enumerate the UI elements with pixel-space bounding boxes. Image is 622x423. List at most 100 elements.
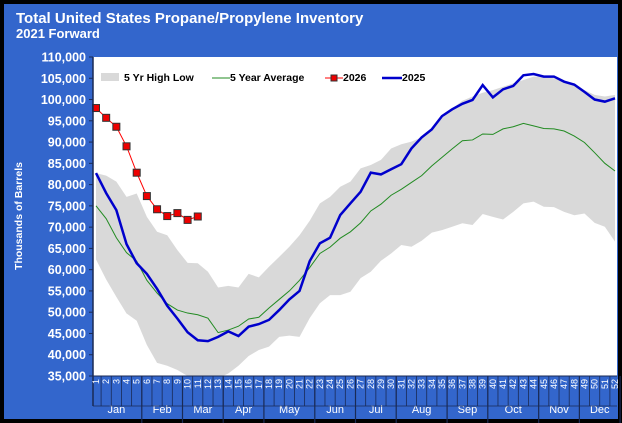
point-2026-wk7 — [153, 205, 162, 214]
week-label: 14 — [223, 379, 233, 389]
week-label: 26 — [345, 379, 355, 389]
week-label: 15 — [233, 379, 243, 389]
y-tick-label: 70,000 — [48, 221, 86, 235]
legend-label-2026: 2026 — [343, 72, 367, 84]
week-label: 42 — [508, 379, 518, 389]
point-2026-wk11 — [193, 212, 202, 221]
week-label: 19 — [274, 379, 284, 389]
point-2026-wk3 — [112, 122, 121, 131]
week-label: 31 — [396, 379, 406, 389]
point-2026-wk10 — [183, 215, 192, 224]
y-tick-label: 95,000 — [48, 114, 86, 128]
y-tick-label: 55,000 — [48, 284, 86, 298]
week-label: 8 — [162, 379, 172, 384]
week-label: 5 — [132, 379, 142, 384]
month-label-feb: Feb — [153, 404, 172, 416]
week-label: 45 — [539, 379, 549, 389]
week-label: 47 — [559, 379, 569, 389]
month-label-aug: Aug — [412, 404, 432, 416]
legend-label-average: 5 Year Average — [230, 72, 304, 84]
month-label-nov: Nov — [549, 404, 569, 416]
week-label: 33 — [417, 379, 427, 389]
month-label-oct: Oct — [505, 404, 522, 416]
week-label: 1 — [91, 379, 101, 384]
week-label: 38 — [468, 379, 478, 389]
week-label: 32 — [406, 379, 416, 389]
week-label: 49 — [579, 379, 589, 389]
legend-label-band: 5 Yr High Low — [124, 72, 195, 84]
month-label-jun: Jun — [326, 404, 344, 416]
point-2026-wk9 — [173, 209, 182, 218]
point-2026-wk6 — [142, 192, 151, 201]
week-label: 51 — [600, 379, 610, 389]
week-label: 39 — [478, 379, 488, 389]
week-label: 7 — [152, 379, 162, 384]
month-label-may: May — [279, 404, 300, 416]
week-label: 36 — [447, 379, 457, 389]
series-line-5-year-average — [95, 122, 616, 334]
week-label: 18 — [264, 379, 274, 389]
y-tick-label: 85,000 — [48, 157, 86, 171]
week-label: 27 — [356, 379, 366, 389]
legend-label-2025: 2025 — [402, 72, 426, 84]
legend-marker-2026 — [330, 74, 338, 82]
chart-title: Total United States Propane/Propylene In… — [16, 10, 364, 27]
y-tick-label: 105,000 — [41, 72, 86, 86]
week-label: 23 — [315, 379, 325, 389]
month-label-mar: Mar — [193, 404, 212, 416]
month-label-sep: Sep — [458, 404, 478, 416]
y-tick-label: 50,000 — [48, 306, 86, 320]
week-label: 13 — [213, 379, 223, 389]
week-label: 30 — [386, 379, 396, 389]
y-tick-label: 60,000 — [48, 263, 86, 277]
point-2026-wk4 — [122, 142, 131, 151]
week-label: 9 — [172, 379, 182, 384]
y-tick-label: 90,000 — [48, 136, 86, 150]
week-label: 20 — [284, 379, 294, 389]
week-label: 29 — [376, 379, 386, 389]
point-2026-wk8 — [163, 212, 172, 221]
y-tick-label: 100,000 — [41, 93, 86, 107]
week-label: 11 — [193, 379, 203, 388]
week-label: 21 — [295, 379, 305, 389]
week-label: 41 — [498, 379, 508, 389]
week-label: 3 — [111, 379, 121, 384]
week-label: 43 — [518, 379, 528, 389]
week-label: 52 — [610, 379, 620, 389]
y-tick-label: 80,000 — [48, 178, 86, 192]
y-axis-label: Thousands of Barrels — [13, 162, 25, 270]
chart-subtitle: 2021 Forward — [16, 26, 100, 41]
week-label: 25 — [335, 379, 345, 389]
week-label: 35 — [437, 379, 447, 389]
series-line-2025 — [94, 72, 616, 343]
y-tick-label: 110,000 — [42, 51, 87, 65]
month-label-dec: Dec — [590, 404, 610, 416]
week-label: 34 — [427, 379, 437, 389]
week-label: 46 — [549, 379, 559, 389]
y-tick-label: 35,000 — [48, 370, 86, 384]
month-label-apr: Apr — [235, 404, 252, 416]
band-5yr-high-low — [96, 76, 615, 376]
week-label: 48 — [569, 379, 579, 389]
legend-swatch-band — [101, 73, 119, 81]
y-tick-label: 40,000 — [48, 348, 86, 362]
week-label: 40 — [488, 379, 498, 389]
week-label: 28 — [366, 379, 376, 389]
week-label: 10 — [183, 379, 193, 389]
month-label-jul: Jul — [369, 404, 383, 416]
week-label: 17 — [254, 379, 264, 389]
point-2026-wk5 — [132, 168, 141, 177]
week-label: 22 — [305, 379, 315, 389]
week-label: 4 — [122, 379, 132, 384]
y-tick-label: 45,000 — [48, 327, 86, 341]
month-label-jan: Jan — [107, 404, 125, 416]
legend: 5 Yr High Low 5 Year Average 2026 2025 — [101, 72, 426, 84]
week-label: 44 — [529, 379, 539, 389]
week-label: 2 — [101, 379, 111, 384]
week-label: 16 — [244, 379, 254, 389]
y-tick-label: 65,000 — [48, 242, 86, 256]
point-2026-wk2 — [102, 113, 111, 122]
week-label: 12 — [203, 379, 213, 389]
